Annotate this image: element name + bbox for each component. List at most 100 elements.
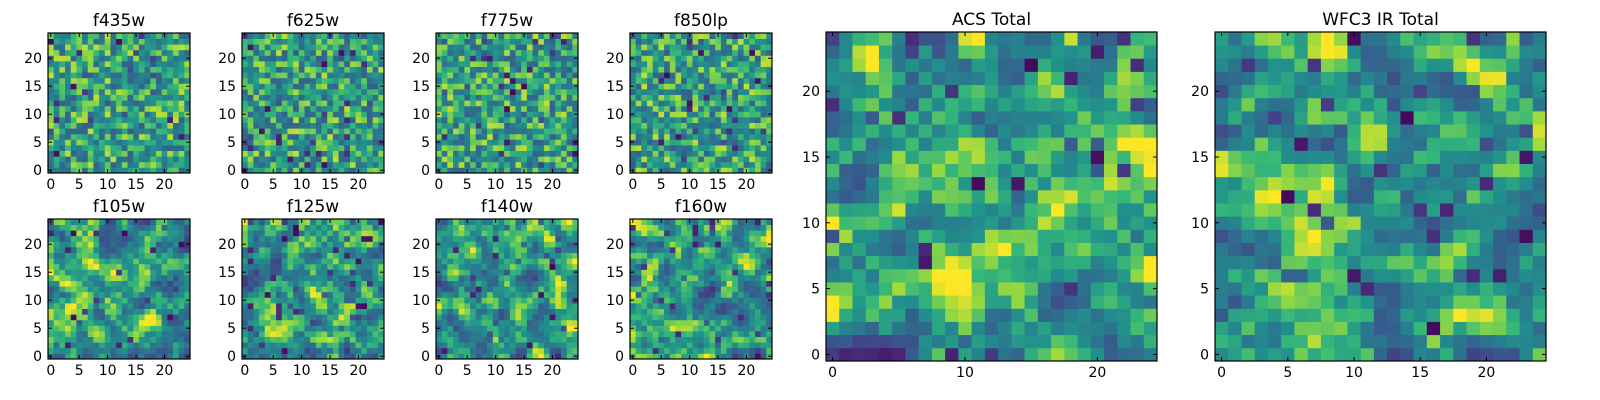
- heatmap-cell: [144, 49, 151, 56]
- heatmap-cell: [53, 247, 60, 253]
- heatmap-cell: [555, 275, 562, 281]
- heatmap-cell: [470, 263, 477, 270]
- heatmap-cell: [332, 219, 339, 225]
- heatmap-cell: [93, 145, 100, 151]
- heatmap-cell: [566, 252, 573, 259]
- heatmap-cell: [754, 156, 762, 163]
- heatmap-cell: [298, 286, 305, 293]
- heatmap-cell: [144, 219, 151, 225]
- heatmap-cell: [184, 72, 191, 79]
- heatmap-cell: [698, 105, 705, 112]
- y-tick-label: 20: [218, 237, 236, 253]
- heatmap-cell: [436, 319, 443, 326]
- heatmap-cell: [664, 133, 671, 140]
- heatmap-cell: [76, 303, 83, 309]
- heatmap-cell: [133, 122, 140, 129]
- heatmap-cell: [366, 122, 374, 129]
- heatmap-cell: [321, 258, 328, 265]
- heatmap-cell: [498, 286, 505, 293]
- heatmap-cell: [504, 49, 511, 56]
- heatmap-cell: [378, 303, 385, 309]
- heatmap-cell: [487, 297, 494, 304]
- heatmap-cell: [53, 128, 60, 135]
- heatmap-cell: [332, 308, 339, 315]
- heatmap-cell: [259, 100, 266, 107]
- heatmap-cell: [635, 133, 642, 140]
- heatmap-cell: [355, 145, 362, 151]
- heatmap-cell: [338, 303, 345, 309]
- heatmap-cell: [543, 263, 550, 270]
- heatmap-cell: [276, 55, 283, 62]
- heatmap-cell: [264, 247, 271, 253]
- heatmap-cell: [184, 230, 191, 237]
- heatmap-cell: [664, 286, 671, 293]
- heatmap-cell: [487, 342, 494, 349]
- heatmap-cell: [436, 128, 443, 135]
- heatmap-cell: [658, 94, 665, 101]
- heatmap-cell: [521, 291, 528, 298]
- heatmap-cell: [686, 291, 693, 298]
- heatmap-cell: [344, 150, 351, 157]
- heatmap-cell: [572, 252, 579, 259]
- heatmap-cell: [464, 139, 471, 146]
- heatmap-cell: [749, 72, 756, 79]
- heatmap-cell: [93, 167, 100, 174]
- heatmap-cell: [70, 241, 77, 248]
- heatmap-cell: [658, 308, 665, 315]
- heatmap-cell: [509, 280, 516, 287]
- heatmap-cell: [447, 49, 454, 56]
- heatmap-cell: [104, 280, 111, 287]
- heatmap-cell: [703, 133, 710, 140]
- heatmap-cell: [116, 342, 123, 349]
- heatmap-cell: [104, 49, 111, 56]
- heatmap-cell: [65, 83, 72, 90]
- heatmap-cell: [315, 161, 322, 168]
- heatmap-cell: [549, 111, 556, 118]
- heatmap-cell: [647, 336, 654, 343]
- heatmap-cell: [526, 100, 533, 107]
- heatmap-cell: [475, 224, 482, 231]
- heatmap-cell: [492, 241, 499, 248]
- heatmap-cell: [287, 161, 294, 168]
- heatmap-cell: [264, 297, 271, 304]
- heatmap-cell: [48, 263, 55, 270]
- heatmap-cell: [144, 314, 151, 321]
- heatmap-cell: [560, 72, 568, 79]
- heatmap-cell: [498, 167, 505, 174]
- heatmap-cell: [703, 161, 710, 168]
- heatmap-cell: [630, 342, 637, 349]
- heatmap-cell: [70, 331, 77, 337]
- heatmap-cell: [378, 291, 385, 298]
- heatmap-cell: [532, 342, 539, 349]
- heatmap-cell: [99, 150, 106, 157]
- heatmap-cell: [332, 258, 339, 265]
- heatmap-cell: [453, 347, 460, 354]
- heatmap-cell: [293, 269, 300, 276]
- heatmap-cell: [281, 55, 288, 62]
- heatmap-cell: [338, 100, 345, 107]
- heatmap-cell: [138, 258, 145, 265]
- heatmap-cell: [99, 347, 106, 354]
- heatmap-cell: [338, 235, 345, 242]
- heatmap-cell: [504, 291, 511, 298]
- heatmap-cell: [172, 100, 180, 107]
- heatmap-cell: [515, 314, 522, 321]
- heatmap-cell: [549, 314, 556, 321]
- heatmap-cell: [555, 303, 562, 309]
- heatmap-cell: [453, 291, 460, 298]
- heatmap-cell: [310, 263, 317, 270]
- heatmap-cell: [715, 139, 722, 146]
- heatmap-cell: [242, 44, 249, 51]
- heatmap-cell: [349, 308, 356, 315]
- heatmap-cell: [87, 139, 94, 146]
- heatmap-cell: [264, 342, 271, 349]
- heatmap-cell: [470, 128, 477, 135]
- heatmap-cell: [504, 55, 511, 62]
- heatmap-cell: [172, 224, 180, 231]
- heatmap-cell: [161, 133, 168, 140]
- heatmap-cell: [76, 342, 83, 349]
- heatmap-cell: [749, 347, 756, 354]
- heatmap-cell: [138, 89, 145, 95]
- heatmap-cell: [65, 122, 72, 129]
- heatmap-cell: [82, 83, 89, 90]
